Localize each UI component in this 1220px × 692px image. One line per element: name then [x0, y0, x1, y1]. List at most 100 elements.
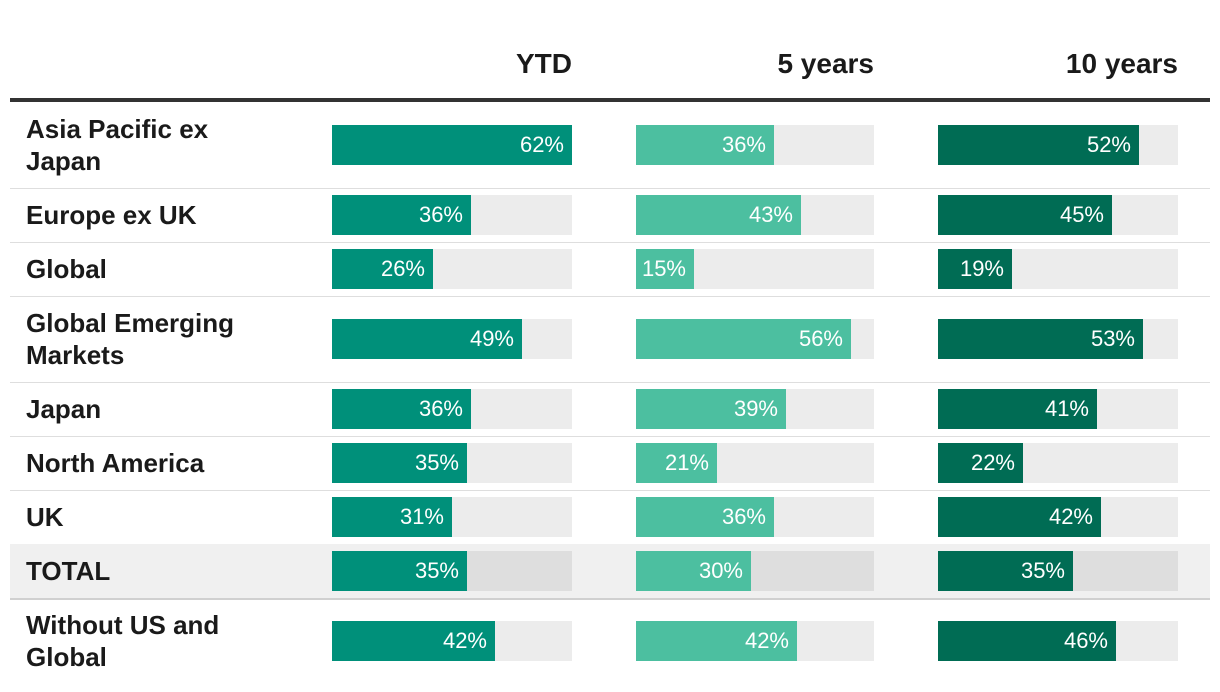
data-label-ytd: 35%: [414, 450, 459, 475]
row-separator: [10, 436, 1210, 437]
header-rule: [10, 98, 1210, 102]
data-label-5-years: 56%: [798, 326, 843, 351]
bar-ytd: [332, 389, 471, 429]
bar-track-10-years: 46%: [938, 621, 1178, 661]
bar-10-years: [938, 389, 1097, 429]
table-row-uk: UK 31% 36% 42%: [10, 490, 1210, 544]
bar-ytd: [332, 497, 452, 537]
bar-track-5-years: 56%: [636, 319, 874, 359]
bar-track-10-years: 22%: [938, 443, 1178, 483]
bar-track-5-years: 36%: [636, 125, 874, 165]
bar-track-ytd: 49%: [332, 319, 572, 359]
table-row-global: Global 26% 15% 19%: [10, 242, 1210, 296]
data-label-ytd: 26%: [380, 256, 425, 281]
bar-5-years: [636, 319, 851, 359]
row-label: UK: [26, 502, 64, 532]
data-label-10-years: 42%: [1048, 504, 1093, 529]
bar-track-10-years: 35%: [938, 551, 1178, 591]
bar-track-10-years: 41%: [938, 389, 1178, 429]
bar-track-ytd: 36%: [332, 195, 572, 235]
data-label-10-years: 41%: [1044, 396, 1089, 421]
bar-track-5-years: 43%: [636, 195, 874, 235]
bar-track-5-years: 42%: [636, 621, 874, 661]
data-label-10-years: 52%: [1086, 132, 1131, 157]
data-label-10-years: 45%: [1059, 202, 1104, 227]
bar-track-10-years: 53%: [938, 319, 1178, 359]
bar-5-years: [636, 497, 774, 537]
row-label: Global Emerging Markets: [26, 308, 235, 370]
data-label-10-years: 22%: [970, 450, 1015, 475]
column-header-5-years: 5 years: [777, 48, 874, 79]
bar-track-ytd: 26%: [332, 249, 572, 289]
data-label-5-years: 15%: [641, 256, 686, 281]
row-label: Japan: [26, 394, 102, 424]
column-header-ytd: YTD: [516, 48, 572, 79]
bar-10-years: [938, 497, 1101, 537]
data-label-ytd: 36%: [418, 202, 463, 227]
bar-track-5-years: 21%: [636, 443, 874, 483]
column-header-10-years: 10 years: [1065, 48, 1178, 79]
bar-track-ytd: 42%: [332, 621, 572, 661]
data-label-5-years: 43%: [748, 202, 793, 227]
bar-track-5-years: 36%: [636, 497, 874, 537]
bar-ytd: [332, 443, 467, 483]
bar-track-ytd: 35%: [332, 443, 572, 483]
data-label-10-years: 35%: [1020, 558, 1065, 583]
bar-5-years: [636, 389, 786, 429]
bar-5-years: [636, 551, 751, 591]
bar-10-years: [938, 621, 1116, 661]
bar-5-years: [636, 443, 717, 483]
row-label: Europe ex UK: [26, 200, 197, 230]
table-row-asia-pacific-ex-japan: Asia Pacific ex Japan 62% 36% 52%: [10, 102, 1210, 188]
row-label: North America: [26, 448, 205, 478]
row-separator: [10, 242, 1210, 243]
data-label-ytd: 36%: [418, 396, 463, 421]
bar-10-years: [938, 195, 1112, 235]
row-label: TOTAL: [26, 556, 111, 586]
row-label: Asia Pacific ex Japan: [26, 114, 209, 176]
bar-5-years: [636, 621, 797, 661]
row-separator: [10, 598, 1210, 600]
data-label-ytd: 42%: [442, 628, 487, 653]
row-label: Without US and Global: [26, 610, 220, 672]
bar-track-ytd: 35%: [332, 551, 572, 591]
table-row-japan: Japan 36% 39% 41%: [10, 382, 1210, 436]
bar-10-years: [938, 551, 1073, 591]
bar-track-10-years: 42%: [938, 497, 1178, 537]
data-label-ytd: 62%: [519, 132, 564, 157]
bar-10-years: [938, 319, 1143, 359]
data-label-5-years: 36%: [721, 504, 766, 529]
table-row-north-america: North America 35% 21% 22%: [10, 436, 1210, 490]
row-label: Global: [26, 254, 107, 284]
table-row-total: TOTAL 35% 30% 35%: [10, 544, 1210, 598]
bar-track-10-years: 19%: [938, 249, 1178, 289]
data-label-ytd: 49%: [469, 326, 514, 351]
table-row-without-us-and-global: Without US and Global 42% 42% 46%: [10, 598, 1210, 684]
data-label-5-years: 30%: [698, 558, 743, 583]
bar-track-ytd: 62%: [332, 125, 572, 165]
data-label-10-years: 46%: [1063, 628, 1108, 653]
data-label-5-years: 39%: [733, 396, 778, 421]
bar-track-ytd: 31%: [332, 497, 572, 537]
bar-track-5-years: 15%: [636, 249, 874, 289]
bar-10-years: [938, 125, 1139, 165]
bar-track-10-years: 52%: [938, 125, 1178, 165]
bar-ytd: [332, 195, 471, 235]
data-label-10-years: 19%: [959, 256, 1004, 281]
bar-track-ytd: 36%: [332, 389, 572, 429]
row-separator: [10, 490, 1210, 491]
row-separator: [10, 188, 1210, 189]
bar-ytd: [332, 621, 495, 661]
bar-track-10-years: 45%: [938, 195, 1178, 235]
bar-5-years: [636, 195, 801, 235]
bar-ytd: [332, 319, 522, 359]
data-label-ytd: 35%: [414, 558, 459, 583]
data-label-5-years: 21%: [664, 450, 709, 475]
row-separator: [10, 382, 1210, 383]
table-row-europe-ex-uk: Europe ex UK 36% 43% 45%: [10, 188, 1210, 242]
bar-10-years: [938, 443, 1023, 483]
bar-ytd: [332, 249, 433, 289]
bar-ytd: [332, 551, 467, 591]
data-label-5-years: 42%: [744, 628, 789, 653]
